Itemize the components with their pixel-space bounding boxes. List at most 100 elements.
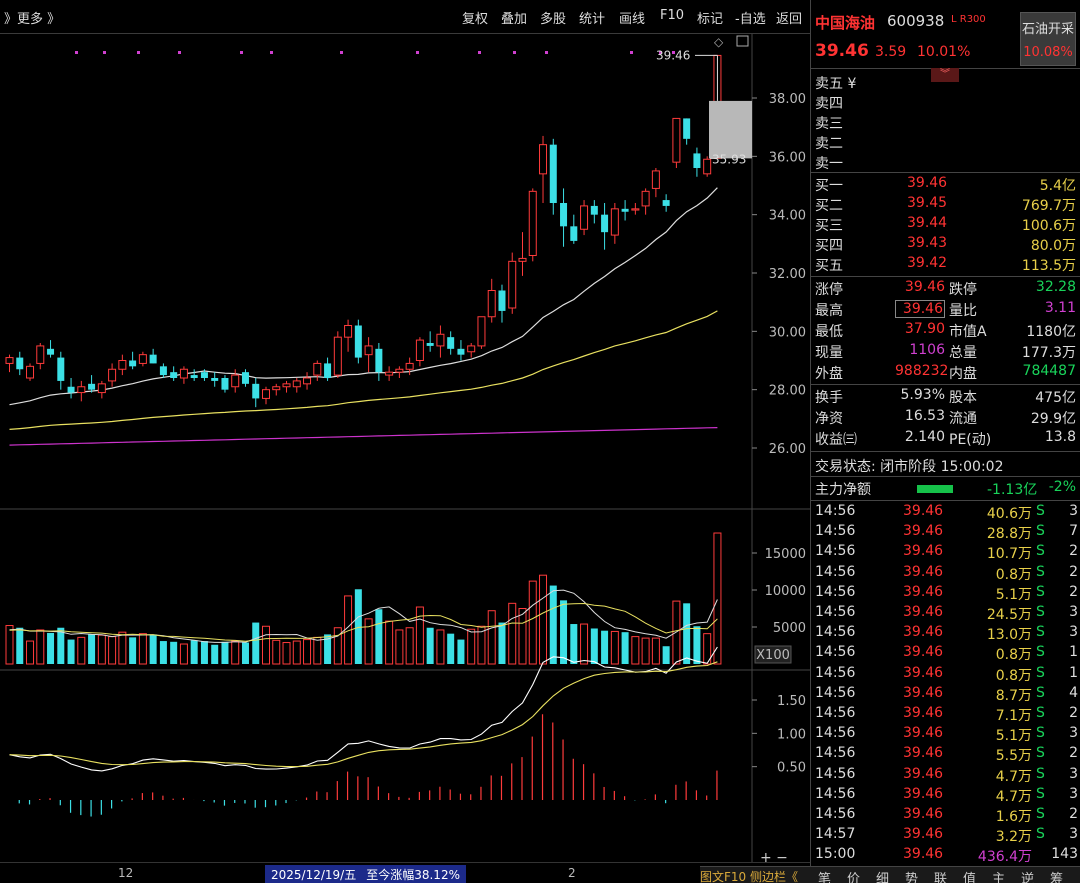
candle[interactable]	[415, 337, 424, 367]
volume-bar[interactable]	[590, 628, 598, 664]
volume-bar[interactable]	[108, 636, 117, 665]
bottom-tab[interactable]: 筹	[1050, 872, 1064, 883]
candle[interactable]	[467, 343, 476, 358]
candle[interactable]	[641, 188, 650, 215]
candle[interactable]	[426, 331, 434, 352]
candle[interactable]	[231, 369, 240, 393]
volume-bar[interactable]	[282, 642, 291, 665]
volume-bar[interactable]	[364, 618, 373, 665]
candle[interactable]	[436, 325, 445, 358]
volume-bar[interactable]	[77, 636, 86, 665]
volume-bar[interactable]	[170, 641, 178, 664]
volume-bar[interactable]	[447, 633, 455, 664]
candle[interactable]	[539, 135, 548, 203]
event-marker[interactable]	[340, 51, 343, 54]
candle[interactable]	[138, 351, 147, 367]
volume-bar[interactable]	[683, 603, 691, 664]
volume-bar[interactable]	[303, 639, 312, 665]
statistics-button[interactable]: 统计	[579, 12, 606, 27]
candle[interactable]	[313, 360, 322, 381]
candle[interactable]	[303, 372, 312, 390]
candle[interactable]	[662, 194, 670, 212]
overlay-button[interactable]: 叠加	[501, 12, 528, 27]
volume-bar[interactable]	[487, 610, 496, 665]
volume-bar[interactable]	[385, 620, 394, 665]
volume-bar[interactable]	[651, 637, 660, 665]
candle[interactable]	[375, 343, 383, 381]
volume-bar[interactable]	[560, 600, 568, 664]
chevron-down-icon[interactable]: ︾	[931, 68, 959, 82]
volume-bar[interactable]	[200, 641, 208, 664]
f10-button[interactable]: F10	[660, 8, 685, 23]
volume-bar[interactable]	[88, 634, 96, 664]
candle[interactable]	[129, 351, 137, 370]
volume-bar[interactable]	[580, 623, 589, 665]
candle[interactable]	[621, 200, 629, 221]
volume-bar[interactable]	[426, 627, 434, 664]
candle[interactable]	[252, 378, 260, 408]
back-button[interactable]: 返回	[776, 12, 803, 27]
event-marker[interactable]	[270, 51, 273, 54]
candle[interactable]	[179, 366, 188, 384]
volume-bar[interactable]	[16, 627, 24, 664]
event-marker[interactable]	[478, 51, 481, 54]
volume-bar[interactable]	[570, 624, 578, 664]
volume-bar[interactable]	[601, 630, 609, 664]
volume-bar[interactable]	[539, 574, 548, 665]
volume-bar[interactable]	[67, 639, 75, 664]
candle[interactable]	[518, 232, 527, 276]
candle[interactable]	[16, 351, 24, 376]
volume-bar[interactable]	[190, 640, 198, 664]
event-marker[interactable]	[137, 51, 140, 54]
volume-bar[interactable]	[138, 633, 147, 665]
kline-chart-area[interactable]: ◇ 38.00 36.00 34.00 32.00 30.00 28.00 26.00 150…	[0, 34, 810, 883]
candle[interactable]	[272, 383, 281, 396]
candle[interactable]	[457, 340, 465, 361]
candle[interactable]	[57, 351, 65, 390]
bottom-tab[interactable]: 值	[963, 872, 977, 883]
candle[interactable]	[610, 203, 619, 244]
volume-bar[interactable]	[457, 639, 465, 664]
volume-bar[interactable]	[129, 637, 137, 664]
volume-bar[interactable]	[518, 608, 527, 665]
candle[interactable]	[190, 369, 198, 381]
volume-bar[interactable]	[5, 625, 14, 665]
candle[interactable]	[97, 380, 106, 399]
candle[interactable]	[447, 331, 455, 355]
candle[interactable]	[149, 348, 157, 364]
event-marker[interactable]	[240, 51, 243, 54]
volume-bar[interactable]	[272, 639, 281, 665]
candle[interactable]	[5, 354, 14, 373]
volume-bar[interactable]	[47, 632, 55, 664]
event-marker[interactable]	[416, 51, 419, 54]
candle[interactable]	[118, 354, 127, 376]
candle[interactable]	[683, 118, 691, 145]
candle[interactable]	[385, 366, 394, 381]
volume-bar[interactable]	[57, 627, 65, 664]
volume-bar[interactable]	[179, 643, 188, 665]
candle[interactable]	[601, 203, 609, 250]
volume-bar[interactable]	[436, 629, 445, 665]
candle[interactable]	[77, 380, 86, 402]
volume-bar[interactable]	[159, 641, 167, 664]
multi-stock-button[interactable]: 多股	[540, 12, 567, 27]
candle[interactable]	[703, 156, 712, 177]
volume-bar[interactable]	[662, 646, 670, 664]
candle[interactable]	[405, 357, 414, 376]
volume-bar[interactable]	[97, 634, 106, 665]
candle[interactable]	[364, 337, 373, 373]
kline-chart[interactable]: ◇ 38.00 36.00 34.00 32.00 30.00 28.00 26.00 150…	[0, 34, 810, 862]
bid-price[interactable]: 39.46	[907, 175, 948, 191]
candle[interactable]	[580, 200, 589, 236]
candle[interactable]	[159, 363, 167, 378]
bottom-tab[interactable]: 势	[905, 872, 919, 883]
volume-bar[interactable]	[375, 609, 383, 664]
volume-bar[interactable]	[405, 627, 414, 665]
event-marker[interactable]	[659, 51, 662, 54]
candle[interactable]	[477, 316, 486, 349]
candle[interactable]	[221, 375, 229, 393]
volume-bar[interactable]	[467, 628, 476, 665]
candle[interactable]	[292, 378, 301, 393]
volume-bar[interactable]	[26, 640, 35, 665]
volume-bar[interactable]	[703, 633, 712, 665]
